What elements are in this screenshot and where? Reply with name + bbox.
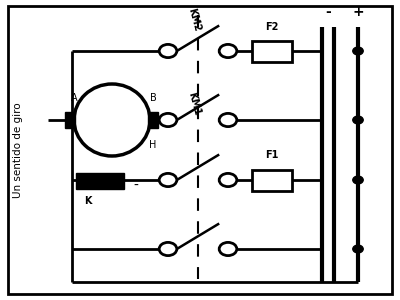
Text: -: - (134, 179, 138, 193)
Bar (65, 112, 75, 128)
Text: KM2: KM2 (186, 7, 202, 32)
Bar (76, 172, 124, 189)
Circle shape (219, 242, 237, 256)
Text: B: B (150, 92, 156, 103)
Text: .: . (103, 120, 109, 138)
Text: M: M (105, 110, 119, 124)
Text: Un sentido de giro: Un sentido de giro (13, 102, 23, 198)
Circle shape (159, 113, 177, 127)
Circle shape (219, 113, 237, 127)
Text: K: K (84, 196, 92, 206)
Circle shape (159, 242, 177, 256)
Text: H: H (149, 140, 157, 151)
Text: F1: F1 (265, 151, 279, 160)
Circle shape (159, 173, 177, 187)
Circle shape (159, 44, 177, 58)
Bar (252, 169, 292, 190)
Bar (252, 40, 292, 61)
Circle shape (219, 173, 237, 187)
Text: +: + (352, 5, 364, 19)
Circle shape (353, 47, 363, 55)
Circle shape (353, 245, 363, 253)
Text: -: - (325, 5, 331, 19)
Circle shape (353, 116, 363, 124)
Ellipse shape (74, 84, 150, 156)
Bar (148, 112, 158, 128)
Circle shape (219, 44, 237, 58)
Text: A: A (71, 92, 77, 103)
Text: F2: F2 (265, 22, 279, 32)
Circle shape (353, 176, 363, 184)
Text: KM1: KM1 (186, 91, 202, 116)
